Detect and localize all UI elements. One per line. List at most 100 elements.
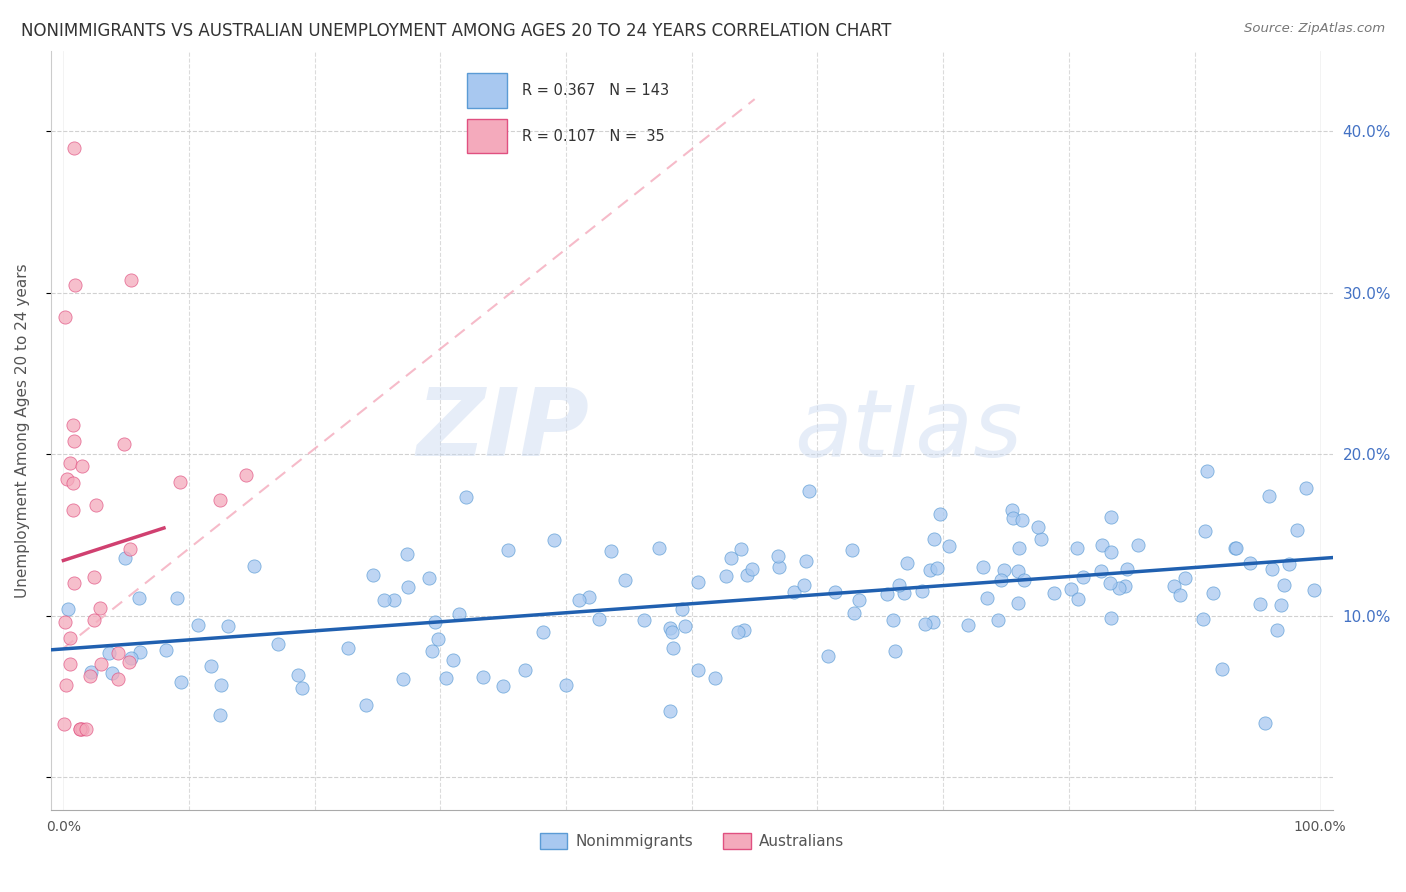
Point bbox=[768, 560, 790, 574]
Point bbox=[1001, 503, 1024, 517]
Point bbox=[1012, 573, 1035, 587]
Point bbox=[169, 475, 191, 490]
Point bbox=[922, 615, 945, 629]
Point bbox=[1174, 571, 1197, 585]
Point bbox=[1059, 582, 1081, 596]
Point bbox=[59, 657, 82, 671]
Point bbox=[925, 560, 948, 574]
Point bbox=[97, 646, 120, 660]
Point bbox=[882, 613, 904, 627]
Point bbox=[89, 600, 111, 615]
Point bbox=[114, 550, 136, 565]
Point bbox=[633, 613, 655, 627]
Point bbox=[217, 619, 239, 633]
Point bbox=[59, 632, 82, 646]
Point bbox=[1099, 545, 1122, 559]
Point bbox=[373, 592, 395, 607]
Point bbox=[797, 483, 820, 498]
Point bbox=[600, 544, 623, 558]
Point bbox=[1195, 464, 1218, 478]
Point bbox=[1002, 511, 1025, 525]
Text: NONIMMIGRANTS VS AUSTRALIAN UNEMPLOYMENT AMONG AGES 20 TO 24 YEARS CORRELATION C: NONIMMIGRANTS VS AUSTRALIAN UNEMPLOYMENT… bbox=[21, 22, 891, 40]
Point bbox=[673, 618, 696, 632]
Point bbox=[884, 644, 907, 658]
Point bbox=[83, 570, 105, 584]
Point bbox=[1295, 481, 1317, 495]
Point bbox=[287, 668, 309, 682]
Point bbox=[671, 601, 693, 615]
Point bbox=[84, 498, 107, 512]
Point bbox=[120, 651, 142, 665]
Point bbox=[1126, 538, 1149, 552]
Point bbox=[291, 681, 314, 695]
Point bbox=[62, 418, 84, 433]
Point bbox=[209, 678, 232, 692]
Point bbox=[75, 722, 97, 736]
Y-axis label: Unemployment Among Ages 20 to 24 years: Unemployment Among Ages 20 to 24 years bbox=[15, 263, 30, 598]
Point bbox=[1265, 623, 1288, 637]
Point bbox=[659, 704, 682, 718]
Point bbox=[938, 539, 960, 553]
Point bbox=[1115, 562, 1137, 576]
Point bbox=[52, 716, 75, 731]
Point bbox=[235, 468, 257, 483]
Point bbox=[1239, 556, 1261, 570]
Point bbox=[1225, 541, 1247, 555]
Point bbox=[361, 568, 384, 582]
Point bbox=[817, 649, 839, 664]
Point bbox=[112, 437, 135, 451]
Point bbox=[90, 657, 112, 672]
Point bbox=[993, 563, 1015, 577]
Point bbox=[714, 569, 737, 583]
Point bbox=[733, 624, 755, 638]
Point bbox=[1008, 541, 1031, 555]
Point bbox=[893, 586, 915, 600]
Point bbox=[107, 673, 129, 687]
Point bbox=[1286, 523, 1309, 537]
Point bbox=[243, 558, 266, 573]
Point bbox=[987, 613, 1010, 627]
Point bbox=[187, 618, 209, 632]
Point bbox=[887, 578, 910, 592]
Point bbox=[1026, 520, 1049, 534]
Point bbox=[793, 578, 815, 592]
Point bbox=[418, 571, 440, 585]
Point bbox=[783, 585, 806, 599]
Point bbox=[896, 557, 918, 571]
Point bbox=[155, 643, 177, 657]
Point bbox=[1254, 715, 1277, 730]
Point bbox=[661, 624, 683, 639]
Point bbox=[720, 551, 742, 566]
Point bbox=[914, 617, 936, 632]
Point bbox=[1099, 575, 1122, 590]
Point bbox=[169, 675, 191, 690]
Point bbox=[972, 560, 994, 574]
Point bbox=[515, 664, 537, 678]
Point bbox=[63, 277, 86, 292]
Point bbox=[441, 653, 464, 667]
Point bbox=[120, 273, 142, 287]
Point bbox=[531, 625, 554, 640]
Point bbox=[72, 458, 94, 473]
Point bbox=[588, 612, 610, 626]
Point bbox=[1108, 581, 1130, 595]
Point bbox=[1007, 596, 1029, 610]
Point bbox=[1011, 513, 1033, 527]
Point bbox=[794, 554, 817, 568]
Point bbox=[63, 140, 86, 154]
Point bbox=[844, 607, 866, 621]
Point bbox=[79, 669, 101, 683]
Point bbox=[824, 585, 846, 599]
Point bbox=[1223, 541, 1246, 555]
Point bbox=[423, 615, 446, 629]
Point bbox=[56, 472, 79, 486]
Point bbox=[267, 637, 290, 651]
Point bbox=[337, 640, 360, 655]
Point bbox=[80, 665, 103, 679]
Point bbox=[1090, 564, 1112, 578]
Point bbox=[1067, 592, 1090, 607]
Point bbox=[53, 615, 76, 630]
Point bbox=[1191, 612, 1213, 626]
Point bbox=[63, 434, 86, 448]
Point bbox=[70, 722, 93, 736]
